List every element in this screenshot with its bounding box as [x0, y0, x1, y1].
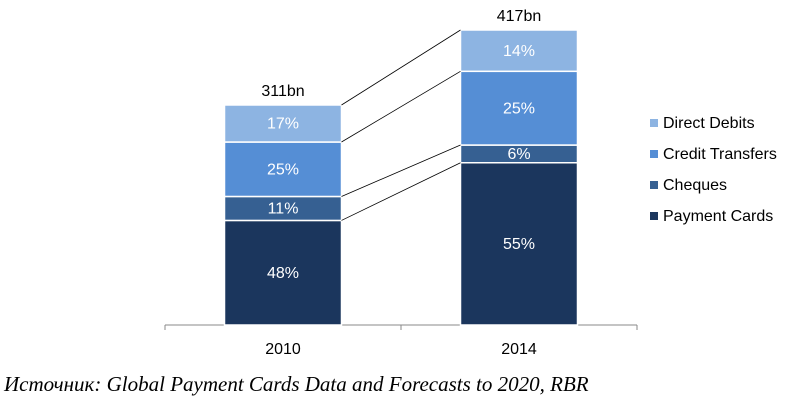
connector-line [341, 144, 461, 197]
bar-segment [223, 141, 343, 198]
bar-stack [223, 104, 343, 326]
bar-segment [459, 70, 579, 146]
segment-label: 48% [267, 265, 299, 282]
connector-line [341, 29, 461, 106]
segment-label: 17% [267, 116, 299, 133]
legend-label: Direct Debits [663, 115, 755, 132]
legend-label: Credit Transfers [663, 146, 777, 163]
connector-line [341, 162, 461, 221]
legend-label: Cheques [663, 177, 727, 194]
legend-swatch [650, 119, 658, 127]
bar-segment [459, 29, 579, 73]
legend-swatch [650, 181, 658, 189]
x-tick-label: 2014 [501, 341, 537, 358]
bar-segment [459, 162, 579, 326]
legend-swatch [650, 150, 658, 158]
total-label: 417bn [497, 8, 542, 25]
bar-segment [223, 104, 343, 143]
segment-label: 6% [507, 146, 530, 163]
segment-label: 55% [503, 236, 535, 253]
connector-line [341, 70, 461, 143]
legend-swatch [650, 212, 658, 220]
bar-segment [223, 219, 343, 326]
segment-label: 25% [267, 161, 299, 178]
source-caption: Источник: Global Payment Cards Data and … [3, 372, 589, 396]
x-tick-label: 2010 [265, 341, 301, 358]
segment-label: 25% [503, 100, 535, 117]
legend-label: Payment Cards [663, 208, 773, 225]
segment-label: 11% [268, 201, 299, 218]
segment-label: 14% [503, 43, 535, 60]
bar-stack [459, 29, 579, 326]
total-label: 311bn [261, 83, 304, 100]
